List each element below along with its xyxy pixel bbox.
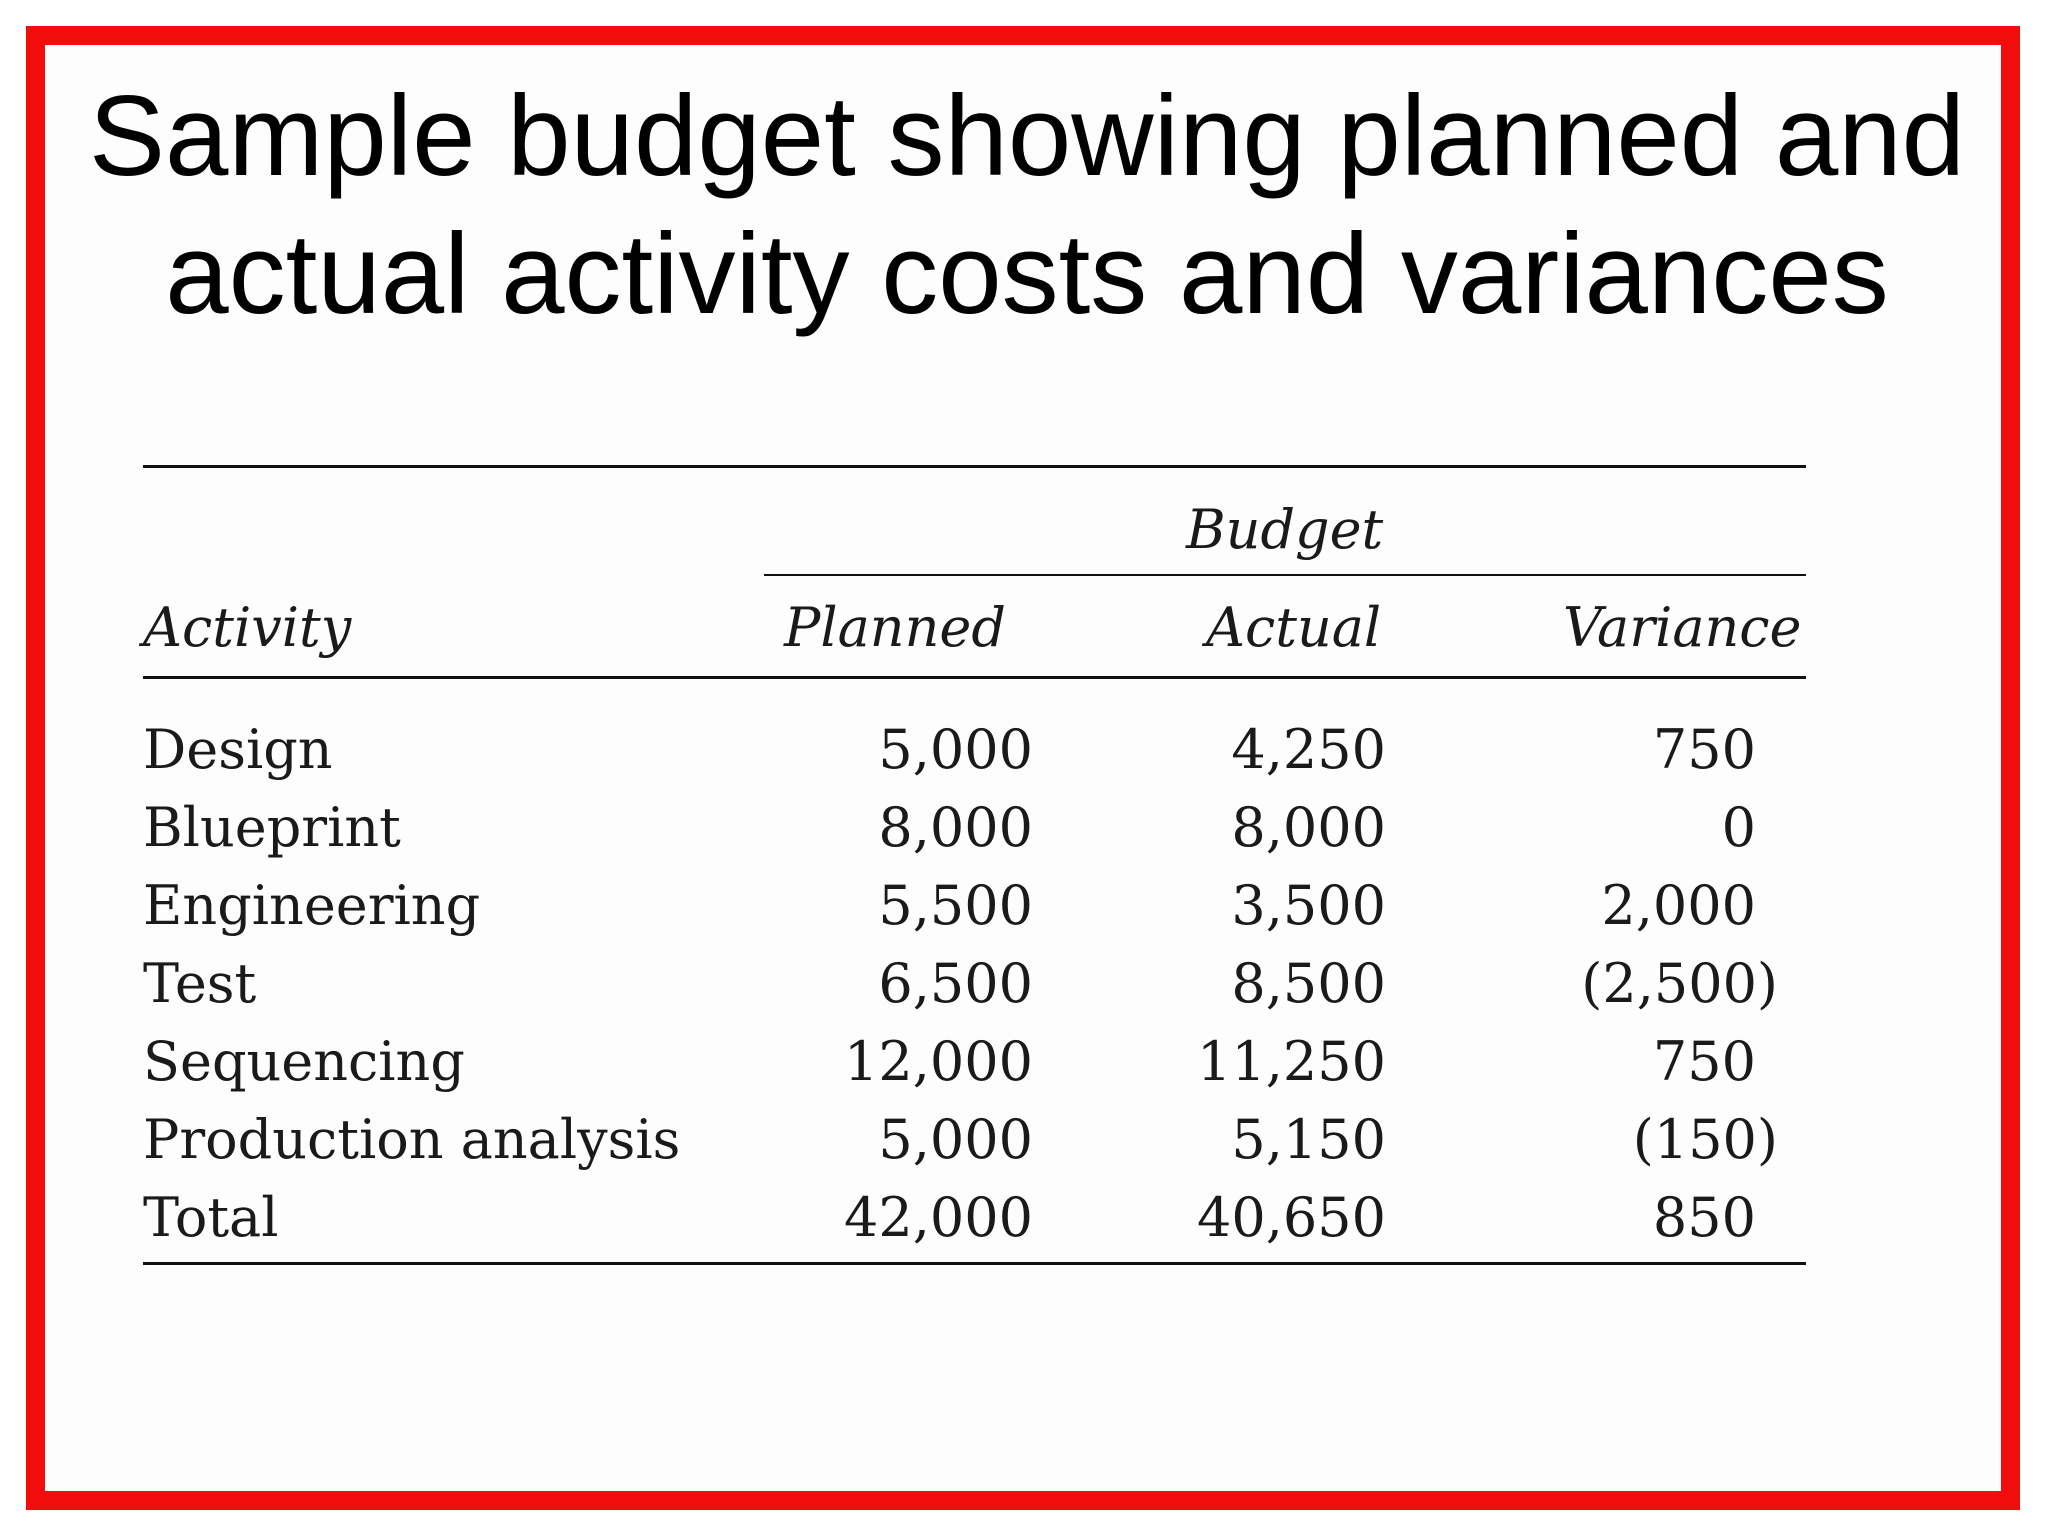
- cell-variance: (2,500): [1581, 952, 1778, 1015]
- column-header-planned: Planned: [784, 596, 1006, 659]
- slide-title: Sample budget showing planned and actual…: [70, 68, 1984, 344]
- cell-activity: Blueprint: [143, 796, 401, 859]
- cell-actual: 3,500: [1231, 874, 1386, 937]
- cell-planned: 6,500: [878, 952, 1033, 1015]
- cell-actual: 5,150: [1231, 1108, 1386, 1171]
- cell-planned: 42,000: [844, 1186, 1033, 1249]
- cell-planned: 8,000: [878, 796, 1033, 859]
- cell-variance: 2,000: [1601, 874, 1756, 937]
- cell-planned: 5,500: [878, 874, 1033, 937]
- table-top-rule: [143, 465, 1806, 468]
- cell-actual: 40,650: [1197, 1186, 1386, 1249]
- cell-activity: Production analysis: [143, 1108, 681, 1171]
- cell-actual: 8,000: [1231, 796, 1386, 859]
- cell-activity: Total: [143, 1186, 279, 1249]
- group-header-rule: [764, 574, 1806, 576]
- cell-planned: 12,000: [844, 1030, 1033, 1093]
- cell-planned: 5,000: [878, 718, 1033, 781]
- title-line-1: Sample budget showing planned and: [88, 73, 1966, 200]
- cell-activity: Design: [143, 718, 333, 781]
- cell-actual: 4,250: [1231, 718, 1386, 781]
- group-header-budget: Budget: [1186, 498, 1384, 561]
- cell-variance: 750: [1652, 718, 1756, 781]
- cell-actual: 11,250: [1197, 1030, 1386, 1093]
- cell-activity: Engineering: [143, 874, 481, 937]
- title-line-2: actual activity costs and variances: [165, 211, 1889, 338]
- cell-variance: 750: [1652, 1030, 1756, 1093]
- cell-variance: 850: [1652, 1186, 1756, 1249]
- column-header-activity: Activity: [143, 596, 352, 659]
- column-header-actual: Actual: [1206, 596, 1382, 659]
- cell-actual: 8,500: [1231, 952, 1386, 1015]
- table-bottom-rule: [143, 1262, 1806, 1265]
- cell-planned: 5,000: [878, 1108, 1033, 1171]
- cell-variance: (150): [1632, 1108, 1778, 1171]
- cell-activity: Test: [143, 952, 257, 1015]
- column-header-variance: Variance: [1563, 596, 1802, 659]
- header-rule: [143, 676, 1806, 679]
- cell-activity: Sequencing: [143, 1030, 465, 1093]
- cell-variance: 0: [1721, 796, 1756, 859]
